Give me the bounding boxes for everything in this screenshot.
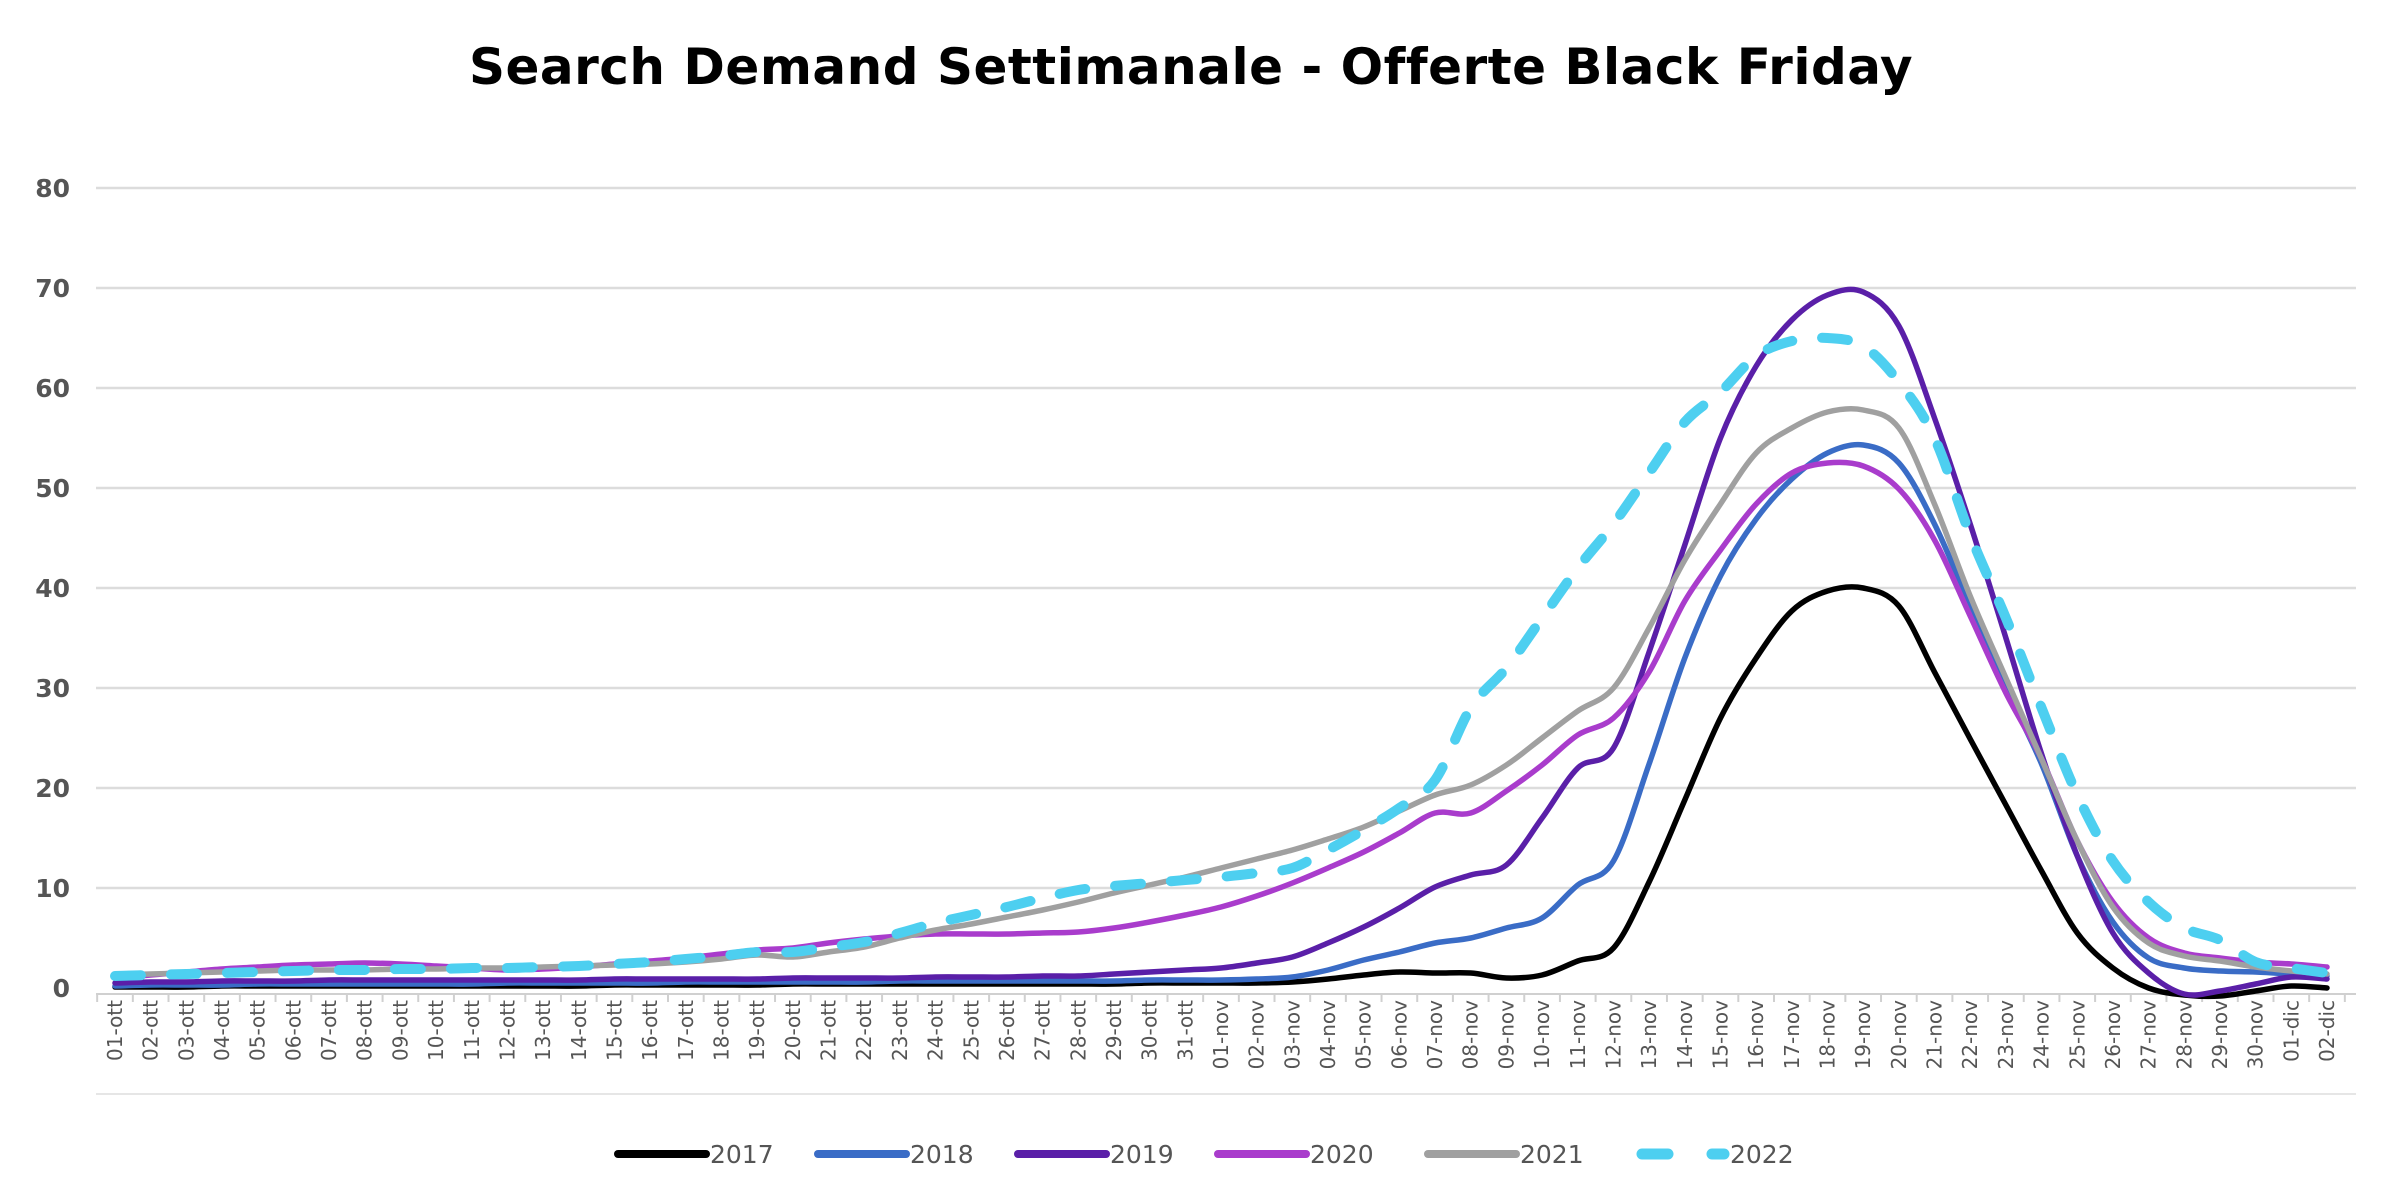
x-tick-label: 30-nov [2244,1000,2268,1070]
x-tick-label: 04-nov [1316,1000,1340,1070]
y-tick-label: 60 [35,374,70,403]
x-tick-label: 14-ott [567,1000,591,1061]
x-tick-label: 07-nov [1423,1000,1447,1070]
x-tick-label: 02-nov [1245,1000,1269,1070]
x-tick-label: 27-nov [2137,1000,2161,1070]
x-tick-label: 01-ott [103,1000,127,1061]
x-tick-label: 19-ott [745,1000,769,1061]
y-tick-label: 40 [35,574,70,603]
legend-label-2018: 2018 [910,1140,974,1169]
x-tick-label: 24-nov [2030,1000,2054,1070]
x-tick-label: 21-ott [817,1000,841,1061]
x-tick-label: 05-nov [1352,1000,1376,1070]
x-tick-label: 26-nov [2101,1000,2125,1070]
x-tick-label: 20-nov [1887,1000,1911,1070]
x-tick-label: 05-ott [246,1000,270,1061]
legend-item-2022: 2022 [1636,1140,1794,1169]
x-tick-label: 18-ott [710,1000,734,1061]
x-tick-label: 31-ott [1173,1000,1197,1061]
x-tick-label: 11-nov [1566,1000,1590,1070]
x-tick-label: 02-ott [139,1000,163,1061]
series-line-2018 [112,441,2330,989]
y-tick-label: 70 [35,274,70,303]
legend-item-2020: 2020 [1214,1140,1374,1169]
x-tick-label: 13-ott [531,1000,555,1061]
x-tick-label: 15-nov [1708,1000,1732,1070]
y-tick-label: 10 [35,874,70,903]
x-tick-label: 25-nov [2065,1000,2089,1070]
x-tick-label: 28-ott [1066,1000,1090,1061]
x-tick-label: 22-ott [852,1000,876,1061]
y-tick-label: 20 [35,774,70,803]
x-tick-label: 04-ott [210,1000,234,1061]
x-tick-label: 19-nov [1851,1000,1875,1070]
series-line-2020 [112,459,2330,981]
x-tick-label: 17-nov [1780,1000,1804,1070]
x-tick-label: 11-ott [460,1000,484,1061]
x-tick-label: 03-ott [174,1000,198,1061]
x-axis-tick-labels: 01-ott 02-ott 03-ott 04-ott 05-ott 06-ott 07-o… [103,1000,2339,1070]
legend-item-2017: 2017 [614,1140,774,1169]
x-tick-label: 27-ott [1031,1000,1055,1061]
x-tick-label: 03-nov [1280,1000,1304,1070]
x-tick-label: 24-ott [924,1000,948,1061]
x-tick-label: 25-ott [959,1000,983,1061]
legend-label-2019: 2019 [1110,1140,1174,1169]
x-tick-label: 07-ott [317,1000,341,1061]
x-tick-label: 17-ott [674,1000,698,1061]
y-tick-label: 50 [35,474,70,503]
y-axis-tick-labels: 0 10 20 30 40 50 60 70 80 [35,174,70,1003]
x-tick-label: 22-nov [1958,1000,1982,1070]
x-tick-label: 15-ott [602,1000,626,1061]
x-tick-label: 14-nov [1673,1000,1697,1070]
gridlines [96,186,2356,890]
x-tick-label: 08-ott [353,1000,377,1061]
x-tick-label: 16-nov [1744,1000,1768,1070]
x-tick-label: 13-nov [1637,1000,1661,1070]
x-tick-label: 30-ott [1138,1000,1162,1061]
x-tick-label: 12-ott [495,1000,519,1061]
x-axis [96,993,2356,1095]
legend-label-2021: 2021 [1520,1140,1584,1169]
x-tick-label: 08-nov [1459,1000,1483,1070]
series-lines [110,286,2332,1000]
x-tick-label: 09-ott [388,1000,412,1061]
chart-title: Search Demand Settimanale - Offerte Blac… [468,38,1914,96]
legend-label-2022: 2022 [1730,1140,1794,1169]
x-tick-label: 21-nov [1923,1000,1947,1070]
series-line-2022 [110,332,2332,981]
x-tick-label: 28-nov [2172,1000,2196,1070]
legend-item-2021: 2021 [1424,1140,1584,1169]
y-tick-label: 0 [53,974,70,1003]
x-tick-label: 29-ott [1102,1000,1126,1061]
legend-item-2019: 2019 [1014,1140,1174,1169]
x-tick-label: 18-nov [1816,1000,1840,1070]
x-tick-label: 10-ott [424,1000,448,1061]
x-tick-label: 12-nov [1601,1000,1625,1070]
x-tick-label: 20-ott [781,1000,805,1061]
x-tick-label: 06-nov [1387,1000,1411,1070]
x-tick-label: 01-nov [1209,1000,1233,1070]
series-line-2021 [112,405,2330,978]
legend-label-2017: 2017 [710,1140,774,1169]
x-tick-label: 23-ott [888,1000,912,1061]
x-tick-label: 06-ott [281,1000,305,1061]
y-tick-label: 80 [35,174,70,203]
x-tick-label: 01-dic [2279,1000,2303,1062]
x-tick-label: 02-dic [2315,1000,2339,1062]
y-tick-label: 30 [35,674,70,703]
x-tick-label: 26-ott [995,1000,1019,1061]
x-tick-label: 09-nov [1494,1000,1518,1070]
legend-item-2018: 2018 [814,1140,974,1169]
x-tick-label: 23-nov [1994,1000,2018,1070]
legend-label-2020: 2020 [1310,1140,1374,1169]
x-tick-label: 29-nov [2208,1000,2232,1070]
legend: 2017 2018 2019 2020 2021 2022 [614,1140,1794,1169]
x-tick-label: 16-ott [638,1000,662,1061]
x-tick-label: 10-nov [1530,1000,1554,1070]
